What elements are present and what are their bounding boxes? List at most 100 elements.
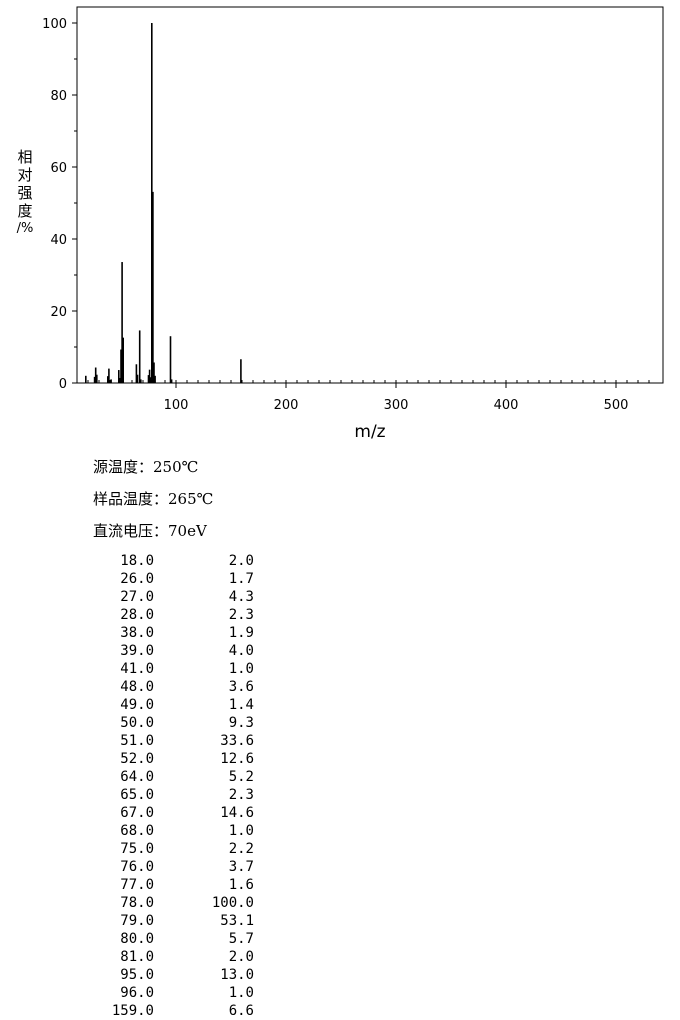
x-axis-label: m/z — [354, 422, 385, 442]
y-tick-label: 40 — [50, 233, 67, 248]
peak-row: 27.0 4.3 — [94, 588, 254, 606]
peak-mz: 67.0 — [120, 805, 154, 821]
peak-row: 75.0 2.2 — [94, 840, 254, 858]
x-tick-label: 200 — [274, 398, 299, 413]
peak-row: 48.0 3.6 — [94, 678, 254, 696]
peak-mz: 75.0 — [120, 841, 154, 857]
peak-row: 64.0 5.2 — [94, 768, 254, 786]
peak-mz: 76.0 — [120, 859, 154, 875]
y-tick-label: 0 — [59, 377, 67, 392]
peak-mz: 27.0 — [120, 589, 154, 605]
peak-row: 50.0 9.3 — [94, 714, 254, 732]
peak-row: 76.0 3.7 — [94, 858, 254, 876]
peak-abundance: 6.6 — [228, 1003, 254, 1019]
peak-abundance: 3.7 — [228, 859, 254, 875]
peak-row: 78.0 100.0 — [94, 894, 254, 912]
peak-mz: 65.0 — [120, 787, 154, 803]
peak-abundance: 100.0 — [211, 895, 254, 911]
peak-mz: 49.0 — [120, 697, 154, 713]
peak-row: 38.0 1.9 — [94, 624, 254, 642]
peak-abundance: 1.0 — [228, 985, 254, 1001]
peak-abundance: 1.7 — [228, 571, 254, 587]
peak-mz: 38.0 — [120, 625, 154, 641]
peak-mz: 28.0 — [120, 607, 154, 623]
y-axis-label-char-5: /% — [16, 221, 34, 236]
y-axis-label-char-1: 相 — [17, 148, 33, 166]
peak-mz: 68.0 — [120, 823, 154, 839]
peak-row: 79.0 53.1 — [94, 912, 254, 930]
y-axis: 0 20 40 60 80 100 — [42, 17, 77, 392]
peak-abundance: 3.6 — [228, 679, 254, 695]
peak-abundance: 1.9 — [228, 625, 254, 641]
peak-abundance: 33.6 — [220, 733, 254, 749]
peak-table: 18.0 2.0 26.0 1.7 27.0 4.3 28.0 2.3 38.0 1.9 39.0 4… — [94, 552, 254, 1020]
peak-abundance: 1.4 — [228, 697, 254, 713]
peak-mz: 18.0 — [120, 553, 154, 569]
peak-row: 96.0 1.0 — [94, 984, 254, 1002]
peak-row: 51.0 33.6 — [94, 732, 254, 750]
peak-bars — [85, 23, 242, 383]
peak-abundance: 4.0 — [228, 643, 254, 659]
peak-abundance: 5.7 — [228, 931, 254, 947]
peak-row: 52.0 12.6 — [94, 750, 254, 768]
peak-row: 65.0 2.3 — [94, 786, 254, 804]
peak-abundance: 2.0 — [228, 949, 254, 965]
source-temperature: 源温度：250℃ — [93, 458, 199, 476]
peak-mz: 78.0 — [120, 895, 154, 911]
mass-spectrum-chart: 0 20 40 60 80 100 100 200 300 400 500 m/z — [42, 6, 664, 442]
peak-row: 159.0 6.6 — [94, 1002, 254, 1020]
peak-abundance: 2.0 — [228, 553, 254, 569]
peak-mz: 52.0 — [120, 751, 154, 767]
dc-voltage: 直流电压：70eV — [93, 522, 207, 540]
minor-ticks — [87, 380, 650, 383]
sample-temperature: 样品温度：265℃ — [93, 490, 214, 508]
peak-mz: 26.0 — [120, 571, 154, 587]
peak-row: 39.0 4.0 — [94, 642, 254, 660]
peak-mz: 81.0 — [120, 949, 154, 965]
peak-abundance: 1.0 — [228, 823, 254, 839]
peak-row: 67.0 14.6 — [94, 804, 254, 822]
peak-abundance: 9.3 — [228, 715, 254, 731]
peak-mz: 77.0 — [120, 877, 154, 893]
y-tick-label: 80 — [50, 89, 67, 104]
peak-abundance: 2.3 — [228, 787, 254, 803]
plot-frame — [76, 6, 664, 384]
x-tick-label: 100 — [164, 398, 189, 413]
peak-abundance: 1.0 — [228, 661, 254, 677]
peak-abundance: 53.1 — [220, 913, 254, 929]
peak-row: 26.0 1.7 — [94, 570, 254, 588]
peak-row: 77.0 1.6 — [94, 876, 254, 894]
x-tick-label: 500 — [604, 398, 629, 413]
peak-mz: 159.0 — [111, 1003, 154, 1019]
peak-row: 49.0 1.4 — [94, 696, 254, 714]
y-tick-label: 100 — [42, 17, 67, 32]
peak-abundance: 2.2 — [228, 841, 254, 857]
peak-abundance: 12.6 — [220, 751, 254, 767]
peak-mz: 50.0 — [120, 715, 154, 731]
peak-abundance: 1.6 — [228, 877, 254, 893]
peak-row: 18.0 2.0 — [94, 552, 254, 570]
peak-row: 80.0 5.7 — [94, 930, 254, 948]
peak-abundance: 2.3 — [228, 607, 254, 623]
x-tick-label: 400 — [494, 398, 519, 413]
y-axis-label-char-4: 度 — [17, 202, 33, 220]
peak-abundance: 14.6 — [220, 805, 254, 821]
peak-row: 95.0 13.0 — [94, 966, 254, 984]
peak-row: 28.0 2.3 — [94, 606, 254, 624]
peak-mz: 39.0 — [120, 643, 154, 659]
y-axis-label: 相 对 强 度 /% — [14, 148, 36, 238]
peak-mz: 64.0 — [120, 769, 154, 785]
peak-abundance: 5.2 — [228, 769, 254, 785]
peak-mz: 95.0 — [120, 967, 154, 983]
y-tick-label: 60 — [50, 161, 67, 176]
peak-abundance: 4.3 — [228, 589, 254, 605]
peak-row: 68.0 1.0 — [94, 822, 254, 840]
peak-mz: 96.0 — [120, 985, 154, 1001]
peak-mz: 41.0 — [120, 661, 154, 677]
y-tick-label: 20 — [50, 305, 67, 320]
x-axis: 100 200 300 400 500 — [164, 383, 629, 413]
y-axis-label-char-3: 强 — [17, 184, 33, 202]
x-tick-label: 300 — [384, 398, 409, 413]
peak-mz: 79.0 — [120, 913, 154, 929]
y-axis-label-char-2: 对 — [17, 166, 33, 184]
